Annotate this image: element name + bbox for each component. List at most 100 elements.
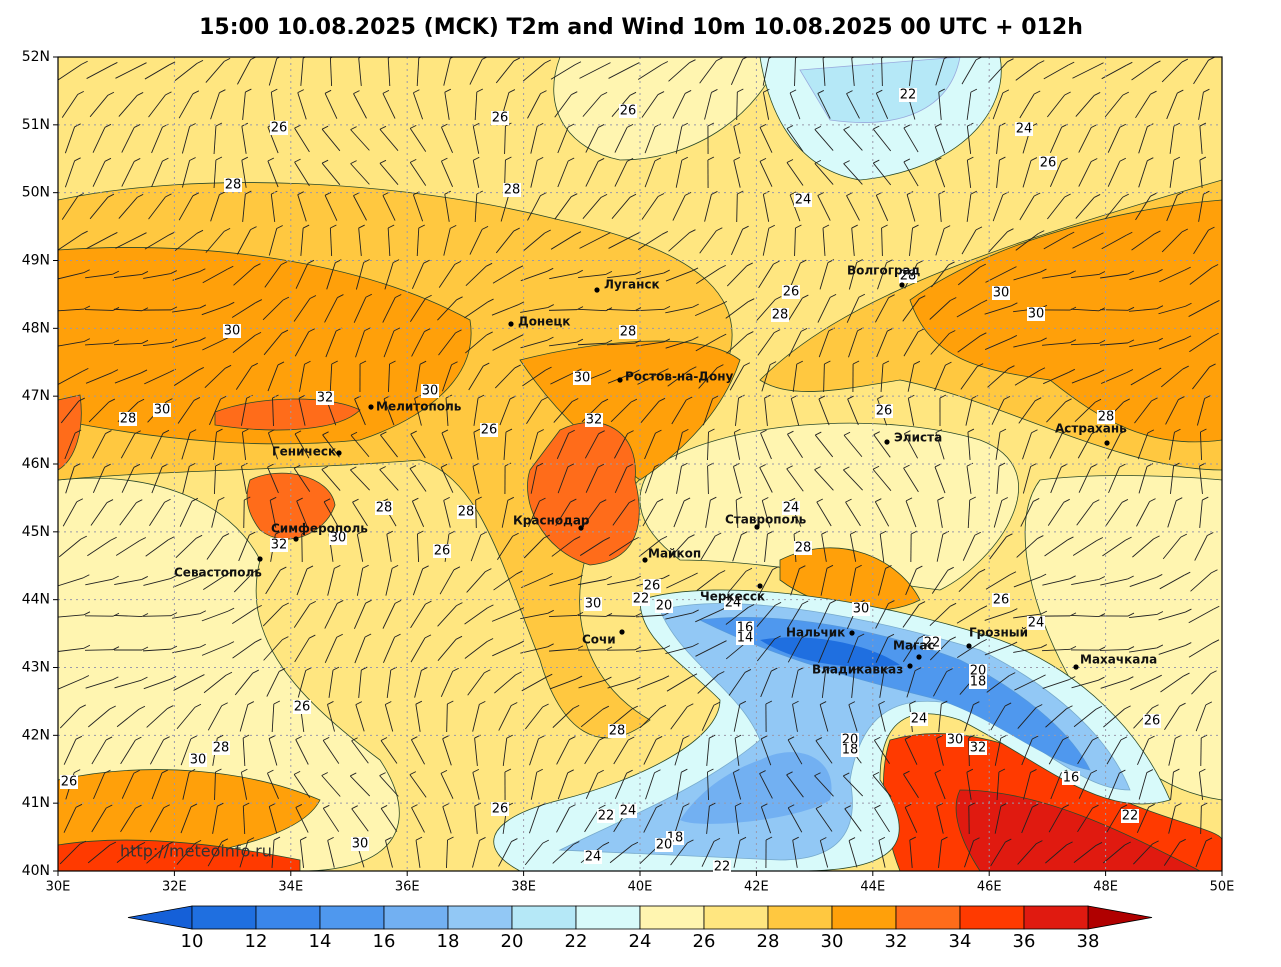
contour-label: 28 xyxy=(620,325,637,340)
lat-label: 52N xyxy=(22,49,50,65)
colorbar-box xyxy=(320,906,384,929)
colorbar-label: 30 xyxy=(821,931,844,952)
contour-label: 22 xyxy=(633,592,650,607)
colorbar-label: 10 xyxy=(181,931,204,952)
contour-label: 32 xyxy=(586,413,603,428)
city-dot xyxy=(757,583,762,588)
contour-label: 26 xyxy=(620,104,637,119)
wind-barb xyxy=(85,650,113,651)
city-label: Ставрополь xyxy=(725,513,807,527)
lon-label: 40E xyxy=(628,880,653,895)
contour-label: 18 xyxy=(970,675,987,690)
contour-label: 26 xyxy=(993,593,1010,608)
contour-label: 30 xyxy=(947,733,964,748)
lat-label: 51N xyxy=(22,117,50,133)
contour-label: 16 xyxy=(1063,771,1080,786)
lat-label: 49N xyxy=(22,253,50,269)
lon-label: 50E xyxy=(1210,880,1235,895)
city-label: Майкоп xyxy=(648,547,701,561)
wind-barb xyxy=(737,92,738,120)
colorbar-label: 12 xyxy=(245,931,268,952)
contour-label: 24 xyxy=(1028,616,1045,631)
contour-label: 30 xyxy=(993,286,1010,301)
lat-label: 41N xyxy=(22,795,50,811)
city-dot xyxy=(899,282,904,287)
city-label: Краснодар xyxy=(513,514,590,528)
contour-label: 28 xyxy=(504,183,521,198)
colorbar-label: 18 xyxy=(437,931,460,952)
lon-label: 42E xyxy=(744,880,769,895)
watermark: http://meteoinfo.ru xyxy=(120,842,272,861)
contour-label: 26 xyxy=(783,285,800,300)
colorbar-label: 28 xyxy=(757,931,780,952)
contour-label: 32 xyxy=(271,538,288,553)
city-label: Волгоград xyxy=(847,264,921,278)
contour-label: 28 xyxy=(213,741,230,756)
city-dot xyxy=(293,536,298,541)
contour-label: 26 xyxy=(61,775,78,790)
colorbar-extend xyxy=(128,906,192,929)
title: 15:00 10.08.2025 (MCK) T2m and Wind 10m … xyxy=(199,15,1083,40)
contour-label: 30 xyxy=(585,597,602,612)
contour-label: 26 xyxy=(271,121,288,136)
lat-label: 50N xyxy=(22,185,50,201)
contour-label: 26 xyxy=(1144,714,1161,729)
colorbar-label: 14 xyxy=(309,931,332,952)
city-dot xyxy=(1073,664,1078,669)
colorbar-box xyxy=(960,906,1024,929)
lat-label: 44N xyxy=(22,592,50,608)
city-dot xyxy=(336,450,341,455)
city-label: Нальчик xyxy=(786,626,845,640)
city-dot xyxy=(594,287,599,292)
lon-label: 44E xyxy=(860,880,885,895)
city-label: Владикавказ xyxy=(812,663,903,677)
city-dot xyxy=(907,663,912,668)
contour-label: 26 xyxy=(876,404,893,419)
contour-label: 28 xyxy=(120,412,137,427)
contour-label: 30 xyxy=(154,403,171,418)
city-label: Элиста xyxy=(894,431,942,445)
city-dot xyxy=(257,556,262,561)
lat-label: 43N xyxy=(22,660,50,676)
lon-label: 36E xyxy=(395,880,420,895)
lon-label: 32E xyxy=(162,880,187,895)
lon-label: 34E xyxy=(278,880,303,895)
colorbar-box xyxy=(384,906,448,929)
colorbar-box xyxy=(768,906,832,929)
city-dot xyxy=(1104,440,1109,445)
city-dot xyxy=(619,629,624,634)
city-label: Севастополь xyxy=(174,566,262,580)
contour-label: 20 xyxy=(656,838,673,853)
lat-label: 40N xyxy=(22,863,50,879)
contour-label: 24 xyxy=(911,712,928,727)
city-label: Мелитополь xyxy=(376,400,462,414)
contour-label: 14 xyxy=(737,631,754,646)
contour-label: 30 xyxy=(422,384,439,399)
contour-label: 30 xyxy=(1028,307,1045,322)
contour-label: 26 xyxy=(1040,156,1057,171)
contour-label: 30 xyxy=(853,602,870,617)
lon-label: 48E xyxy=(1093,880,1118,895)
contour-label: 24 xyxy=(585,850,602,865)
contour-label: 18 xyxy=(842,743,859,758)
colorbar-label: 32 xyxy=(885,931,908,952)
colorbar-label: 26 xyxy=(693,931,716,952)
contour-label: 28 xyxy=(376,501,393,516)
city-dot xyxy=(916,654,921,659)
colorbar-label: 38 xyxy=(1077,931,1100,952)
contour-label: 28 xyxy=(609,724,626,739)
colorbar-box xyxy=(704,906,768,929)
city-dot xyxy=(884,439,889,444)
lat-label: 48N xyxy=(22,320,50,336)
city-label: Магас xyxy=(893,639,935,653)
colorbar-box xyxy=(896,906,960,929)
contour-label: 30 xyxy=(224,324,241,339)
wind-barb xyxy=(737,194,738,222)
contour-label: 26 xyxy=(481,423,498,438)
city-dot xyxy=(642,557,647,562)
city-label: Грозный xyxy=(969,626,1028,640)
contour-label: 22 xyxy=(598,809,615,824)
contour-label: 22 xyxy=(900,88,917,103)
wind-barb xyxy=(1100,310,1128,311)
